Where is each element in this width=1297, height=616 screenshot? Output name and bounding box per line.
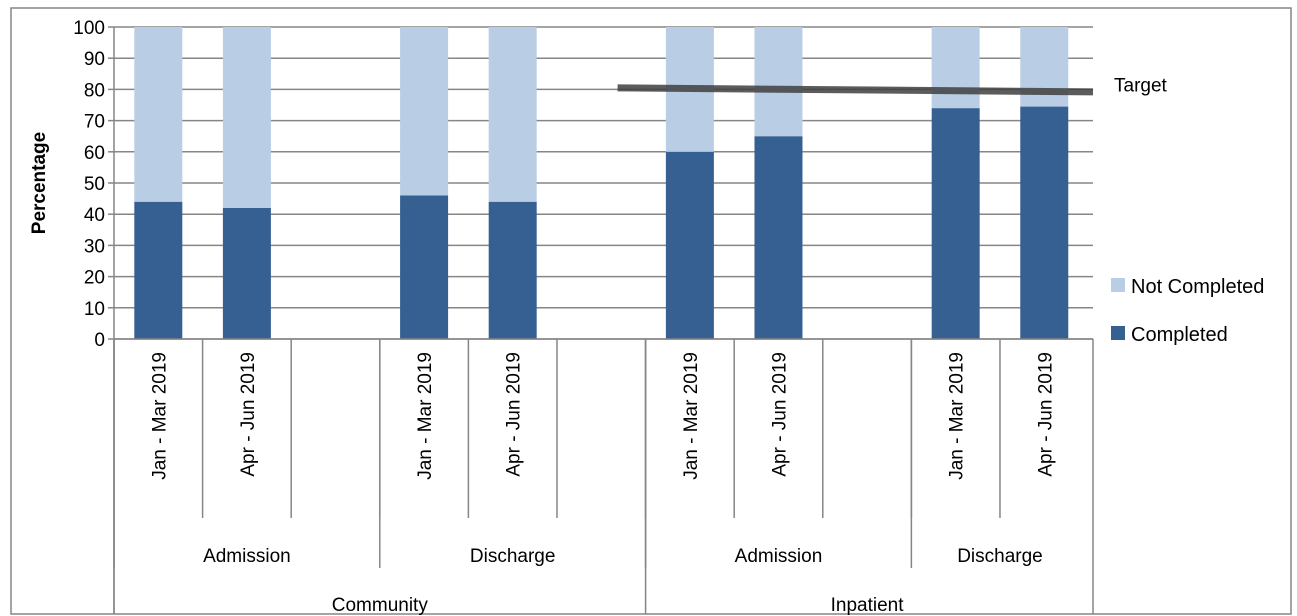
y-tick-label: 80: [84, 80, 105, 101]
gridlines: [114, 26, 1093, 340]
x-subgroup-label: Admission: [735, 546, 823, 567]
y-axis-title: Percentage: [29, 132, 50, 234]
x-category-label: Jan - Mar 2019: [415, 352, 436, 480]
bar-not-completed: [488, 27, 537, 202]
legend: Not Completed Completed: [1111, 276, 1264, 346]
chart-frame: [10, 7, 1292, 615]
y-tick-label: 10: [84, 299, 105, 320]
x-group-label: Inpatient: [831, 595, 905, 616]
legend-label: Completed: [1131, 324, 1228, 346]
y-tick-label: 90: [84, 49, 105, 70]
bar-not-completed: [754, 27, 803, 137]
target-label: Target: [1114, 75, 1168, 96]
legend-swatch-completed: [1111, 326, 1125, 340]
y-tick-label: 30: [84, 236, 105, 257]
bar-completed: [665, 151, 714, 339]
axes: 0 10 20 30 40 50 60 70 80 90 100 Jan - Mar 2019 Apr …: [73, 18, 1094, 616]
x-subgroup-label: Discharge: [470, 546, 556, 567]
bar-not-completed: [222, 27, 271, 208]
x-category-label: Apr - Jun 2019: [1035, 352, 1056, 477]
y-tick-label: 50: [84, 174, 105, 195]
x-subgroup-label: Discharge: [957, 546, 1043, 567]
bar-not-completed: [400, 27, 449, 196]
x-category-label: Apr - Jun 2019: [504, 352, 525, 477]
bars: [134, 27, 1069, 340]
legend-swatch-not-completed: [1111, 278, 1125, 292]
x-category-label: Jan - Mar 2019: [149, 352, 170, 480]
target-line: [617, 84, 1094, 96]
bar-completed: [400, 195, 449, 339]
x-category-label: Jan - Mar 2019: [947, 352, 968, 480]
y-tick-label: 60: [84, 143, 105, 164]
y-tick-label: 40: [84, 205, 105, 226]
bar-not-completed: [931, 27, 980, 109]
legend-label: Not Completed: [1131, 276, 1264, 298]
bar-not-completed: [134, 27, 183, 202]
bar-completed: [754, 136, 803, 339]
x-subgroup-label: Admission: [203, 546, 291, 567]
x-group-label: Community: [332, 595, 429, 616]
bar-completed: [931, 108, 980, 340]
y-tick-label: 70: [84, 112, 105, 133]
bar-completed: [1020, 106, 1069, 339]
x-category-label: Apr - Jun 2019: [238, 352, 259, 477]
y-tick-label: 100: [73, 18, 105, 39]
bar-completed: [222, 207, 271, 339]
y-tick-label: 0: [94, 330, 105, 351]
bar-completed: [488, 201, 537, 339]
y-tick-label: 20: [84, 268, 105, 289]
x-category-label: Jan - Mar 2019: [681, 352, 702, 480]
bar-completed: [134, 201, 183, 339]
x-category-label: Apr - Jun 2019: [769, 352, 790, 477]
target-line-group: Target: [617, 75, 1168, 96]
